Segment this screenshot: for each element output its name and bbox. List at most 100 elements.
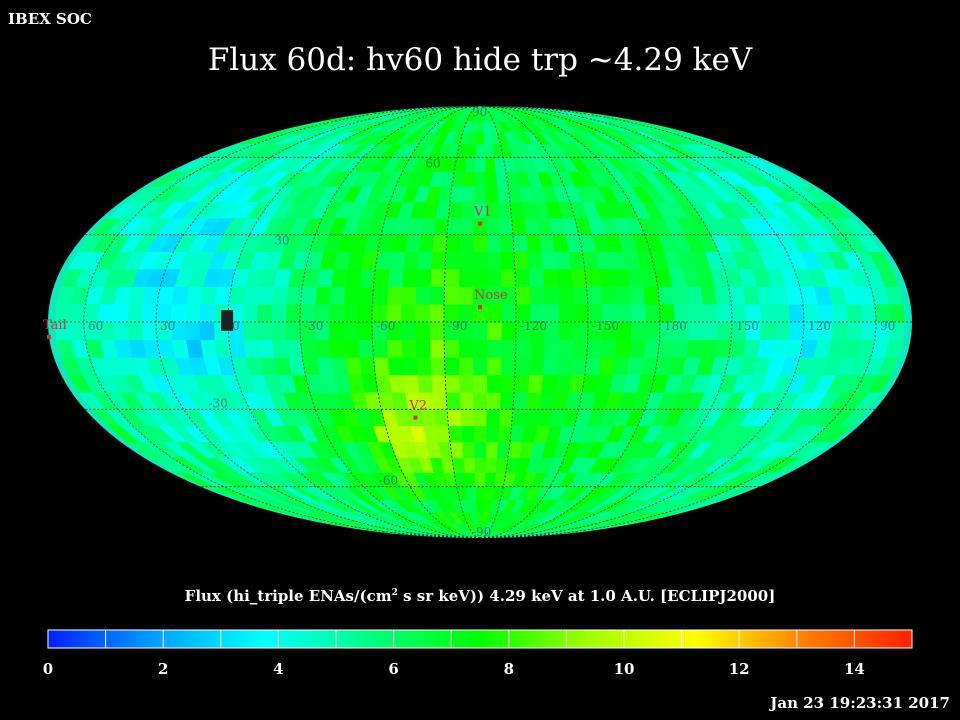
- chart-title: Flux 60d: hv60 hide trp ~4.29 keV: [207, 42, 753, 78]
- flux-cell: [475, 486, 485, 501]
- flux-cell: [630, 321, 646, 341]
- flux-cell: [387, 357, 404, 376]
- flux-cell: [486, 339, 502, 358]
- flux-cell: [759, 321, 776, 341]
- flux-cell: [462, 171, 476, 187]
- flux-cell: [184, 303, 201, 323]
- flux-cell: [657, 339, 674, 358]
- lon-tick-label: 180: [664, 319, 687, 333]
- flux-cell: [598, 357, 616, 376]
- flux-cell: [556, 357, 573, 376]
- flux-cell: [329, 286, 346, 305]
- flux-cell: [429, 286, 445, 305]
- flux-cell: [598, 268, 616, 287]
- flux-cell: [444, 251, 460, 270]
- flux-cell: [558, 321, 574, 341]
- flux-cell: [472, 321, 488, 341]
- flux-cell: [418, 234, 435, 252]
- flux-cell: [514, 357, 530, 376]
- lon-tick-label: -150: [592, 319, 619, 333]
- lat-tick-label: 30: [274, 234, 289, 248]
- flux-cell: [486, 374, 502, 393]
- lat-tick-label: 60: [425, 156, 440, 170]
- flux-cell: [499, 392, 515, 410]
- flux-cell: [476, 120, 484, 133]
- flux-cell: [460, 425, 475, 443]
- flux-cell: [270, 321, 287, 341]
- flux-cell: [486, 234, 501, 252]
- flux-cell: [415, 357, 432, 376]
- flux-cell: [430, 374, 447, 393]
- flux-cell: [511, 409, 527, 427]
- flux-cell: [554, 251, 571, 270]
- flux-cell: [459, 392, 474, 410]
- flux-cell: [714, 339, 732, 358]
- flux-cell: [556, 268, 573, 287]
- flux-cell: [401, 357, 418, 376]
- flux-cell: [458, 357, 474, 376]
- flux-cell: [372, 339, 388, 358]
- flux-cell: [484, 457, 498, 473]
- flux-cell: [473, 409, 487, 427]
- flux-cell: [742, 286, 761, 305]
- lon-tick-label: 120: [808, 319, 831, 333]
- flux-cell: [509, 201, 525, 219]
- flux-cell: [501, 321, 517, 341]
- flux-cell: [486, 268, 502, 287]
- lon-tick-label: -30: [304, 319, 323, 333]
- flux-cell: [496, 441, 511, 458]
- flux-cell: [475, 143, 485, 158]
- flux-cell: [529, 286, 545, 305]
- flux-cell: [671, 286, 689, 305]
- colorbar-tick-label: 6: [388, 660, 398, 678]
- flux-cell: [415, 339, 431, 358]
- flux-cell: [484, 157, 496, 172]
- marker-label: Tail: [43, 318, 67, 333]
- flux-cell: [228, 339, 246, 358]
- flux-cell: [389, 374, 406, 393]
- lon-tick-label: -120: [520, 319, 547, 333]
- flux-cell: [314, 339, 332, 358]
- flux-cell: [788, 303, 805, 323]
- flux-cell: [343, 286, 360, 305]
- flux-cell: [485, 425, 500, 443]
- flux-cell: [400, 286, 417, 305]
- flux-cell: [400, 339, 417, 358]
- flux-cell: [860, 303, 877, 323]
- flux-cell: [539, 234, 556, 252]
- flux-cell: [528, 357, 545, 376]
- flux-cell: [525, 392, 542, 410]
- flux-cell: [485, 186, 499, 203]
- lon-tick-label: 60: [88, 319, 103, 333]
- lon-tick-label: 150: [736, 319, 759, 333]
- flux-cell: [486, 217, 501, 235]
- colorbar-tick-label: 2: [158, 660, 168, 678]
- flux-cell: [558, 303, 574, 323]
- flux-cell: [344, 268, 362, 287]
- colorbar-tick-label: 8: [504, 660, 514, 678]
- flux-cell: [525, 234, 542, 252]
- flux-cell: [475, 499, 485, 513]
- sky-map: 60 30 0 -30 -60 -90 -120 -150 180 150 120 90 90 60 30 -…: [43, 105, 912, 539]
- flux-cell: [498, 409, 514, 427]
- flux-cell: [448, 201, 463, 219]
- flux-cell: [373, 268, 390, 287]
- flux-cell: [359, 268, 376, 287]
- colorbar-tick-label: 4: [273, 660, 283, 678]
- flux-cell: [443, 286, 459, 305]
- flux-cell: [716, 303, 733, 323]
- flux-cell: [716, 321, 733, 341]
- flux-cell: [630, 303, 646, 323]
- flux-cell: [584, 357, 601, 376]
- flux-cell: [475, 131, 485, 145]
- flux-cell: [515, 339, 531, 358]
- flux-cell: [529, 339, 545, 358]
- flux-cell: [614, 286, 631, 305]
- marker-dot: [478, 305, 482, 310]
- flux-cell: [570, 357, 587, 376]
- flux-cell: [357, 303, 373, 323]
- lon-tick-label: -60: [376, 319, 395, 333]
- flux-cell: [542, 357, 559, 376]
- flux-cell: [657, 286, 674, 305]
- flux-cell: [286, 286, 303, 305]
